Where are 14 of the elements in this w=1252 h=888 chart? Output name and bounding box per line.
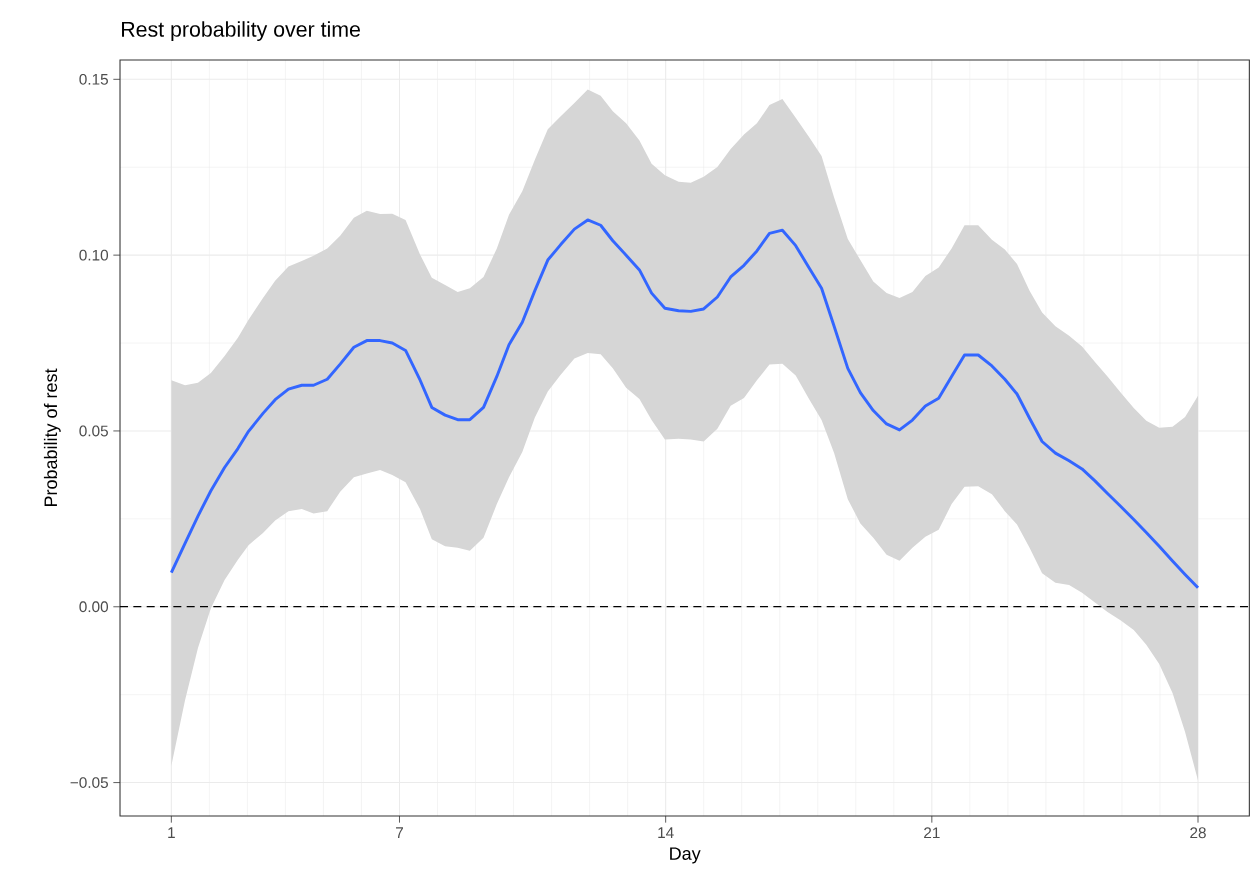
x-tick-label: 7 (396, 827, 403, 838)
y-tick-label: 0.10 (79, 249, 109, 261)
x-tick-label: 14 (658, 827, 674, 838)
line-series (169, 218, 1200, 590)
y-tick-label: 0.15 (79, 73, 108, 85)
x-tick-label: 28 (1190, 827, 1206, 839)
x-tick-label: 21 (924, 827, 940, 839)
y-tick-label: 0.00 (79, 601, 109, 613)
y-tick-label: −0.05 (70, 777, 108, 788)
chart-title: Rest probability over time (122, 21, 360, 42)
x-tick-label: 1 (168, 827, 175, 838)
y-tick-label: 0.05 (79, 425, 108, 437)
x-axis-title: Day (670, 847, 701, 864)
y-axis-title: Probability of rest (43, 368, 61, 507)
